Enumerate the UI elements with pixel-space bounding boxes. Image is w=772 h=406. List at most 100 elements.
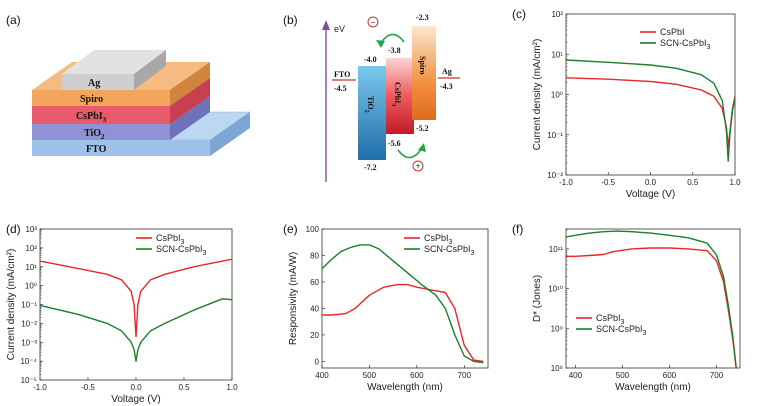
x-tick-label: 0.5 [687,178,699,187]
x-tick-label: 600 [410,371,424,380]
x-tick-label: 500 [616,371,630,380]
y-tick-label: 10⁻⁴ [20,357,37,366]
x-tick-label: -0.5 [601,178,615,187]
y-tick-label: 20 [310,331,319,340]
electron-sign: − [371,18,376,27]
cspbi3-band [386,58,414,134]
x-tick-label: -1.0 [33,383,47,392]
series-line-0 [322,283,484,363]
x-tick-label: 700 [710,371,724,380]
panel-b: (b) eV FTO -4.5 -4.0 -7.2 TiO2 -3.8 -5.6… [283,13,460,182]
x-axis-label: Voltage (V) [111,394,160,405]
y-tick-label: 10⁻² [547,171,563,180]
y-tick-label: 10⁻² [21,319,37,328]
y-axis-label: Responsivity (mA/W) [288,252,299,345]
x-tick-label: -1.0 [559,178,573,187]
y-tick-label: 10⁻⁵ [21,376,37,385]
panel-label: (f) [512,222,523,236]
y-tick-label: 10³ [25,225,37,234]
y-axis-label: Current density (mA/cm²) [6,249,17,361]
y-tick-label: 40 [310,304,319,313]
tio2-band [358,66,386,160]
y-tick-label: 10² [25,244,37,253]
energy-axis-arrow [322,20,330,30]
plot-frame [565,228,741,369]
legend-label-1: SCN-CsPbI3 [156,244,207,257]
series-line-0 [39,258,233,338]
layer-cspbi3-label: CsPbI3 [76,111,107,124]
chart-e: (e) 400 500 600 700 0 20 40 60 80 100 Wavelength (n… [283,222,489,393]
x-axis-label: Wavelength (nm) [367,382,443,393]
x-axis-label: Wavelength (nm) [615,382,691,393]
legend-label-0: CsPbI3 [596,313,625,326]
legend-label-0: CsPbI [660,27,685,37]
x-tick-label: 600 [663,371,677,380]
y-tick-label: 10¹ [551,50,563,59]
layer-tio2-label: TiO2 [84,128,105,141]
x-tick-label: 700 [458,371,472,380]
panel-label: (d) [6,222,21,236]
plot-frame [321,228,489,369]
chart-c: (c) -1.0 -0.5 0.0 0.5 1.0 10⁻² 10⁻¹ 10⁰ 10¹ 10² Vol… [512,7,741,200]
fto-name: FTO [334,70,350,79]
legend-label-1: SCN-CsPbI3 [660,38,711,51]
hole-sign: + [416,162,421,171]
electron-symbol [367,16,379,28]
series-line-1 [321,244,484,364]
x-tick-label: -0.5 [81,383,95,392]
fto-value: -4.5 [334,84,347,93]
x-tick-label: 400 [315,371,329,380]
y-tick-label: 0 [315,357,320,366]
y-tick-label: 10⁰ [25,282,37,291]
x-tick-label: 0.5 [178,383,190,392]
y-tick-label: 10² [551,10,563,19]
layer-fto-label: FTO [86,144,107,155]
chart-f: (f) 400 500 600 700 10⁸ 10⁹ 10¹⁰ 10¹¹ Wavelength … [512,222,741,393]
y-tick-label: 10⁰ [551,91,563,100]
y-tick-label: 100 [306,225,320,234]
y-tick-label: 10¹ [25,263,37,272]
spiro-lumo-value: -2.3 [416,13,429,22]
y-tick-label: 10¹⁰ [548,285,563,294]
charts: (c) -1.0 -0.5 0.0 0.5 1.0 10⁻² 10⁻¹ 10⁰ 10¹ 10² Vol… [6,7,741,405]
x-axis-label: Voltage (V) [626,189,675,200]
series-line-0 [565,77,736,148]
hole-symbol [412,160,424,172]
x-tick-label: 400 [569,371,583,380]
x-tick-label: 1.0 [729,178,741,187]
panel-a-label: (a) [6,13,21,27]
tio2-vb-value: -7.2 [364,163,377,172]
ag-value: -4.3 [440,82,453,91]
y-tick-label: 10⁹ [551,324,563,333]
legend-label-0: CsPbI3 [424,233,453,246]
series-line-1 [39,298,233,362]
panel-label: (e) [283,222,298,236]
series-line-0 [566,247,737,369]
energy-axis-label: eV [334,24,345,34]
tio2-cb-value: -4.0 [364,55,377,64]
x-tick-label: 500 [363,371,377,380]
ag-name: Ag [442,67,452,76]
spiro-band [412,26,436,120]
tio2-name: TiO2 [363,96,375,113]
hole-arrow-head [418,143,426,152]
chart-d: (d) -1.0 -0.5 0.0 0.5 1.0 10⁻⁵ 10⁻⁴ 10⁻³ 10⁻² 10⁻¹… [6,222,238,405]
legend-label-1: SCN-CsPbI3 [424,244,475,257]
y-tick-label: 80 [310,251,319,260]
cspbi3-name: CsPbI3 [390,82,402,106]
series-line-1 [565,59,736,162]
panel-label: (c) [512,7,526,21]
hole-transfer-arrow [397,147,423,159]
y-axis-label: D* (Jones) [532,275,543,322]
layer-spiro-label: Spiro [80,94,103,105]
panel-b-label: (b) [283,13,298,27]
y-tick-label: 10⁻³ [21,338,37,347]
cspbi3-vb-value: -5.6 [388,139,401,148]
y-tick-label: 10⁻¹ [547,131,563,140]
y-tick-label: 10⁻¹ [21,301,37,310]
electron-arrow-head [376,40,385,48]
x-tick-label: 0.0 [645,178,657,187]
layer-ag: Ag [62,50,166,90]
legend-label-1: SCN-CsPbI3 [596,324,647,337]
